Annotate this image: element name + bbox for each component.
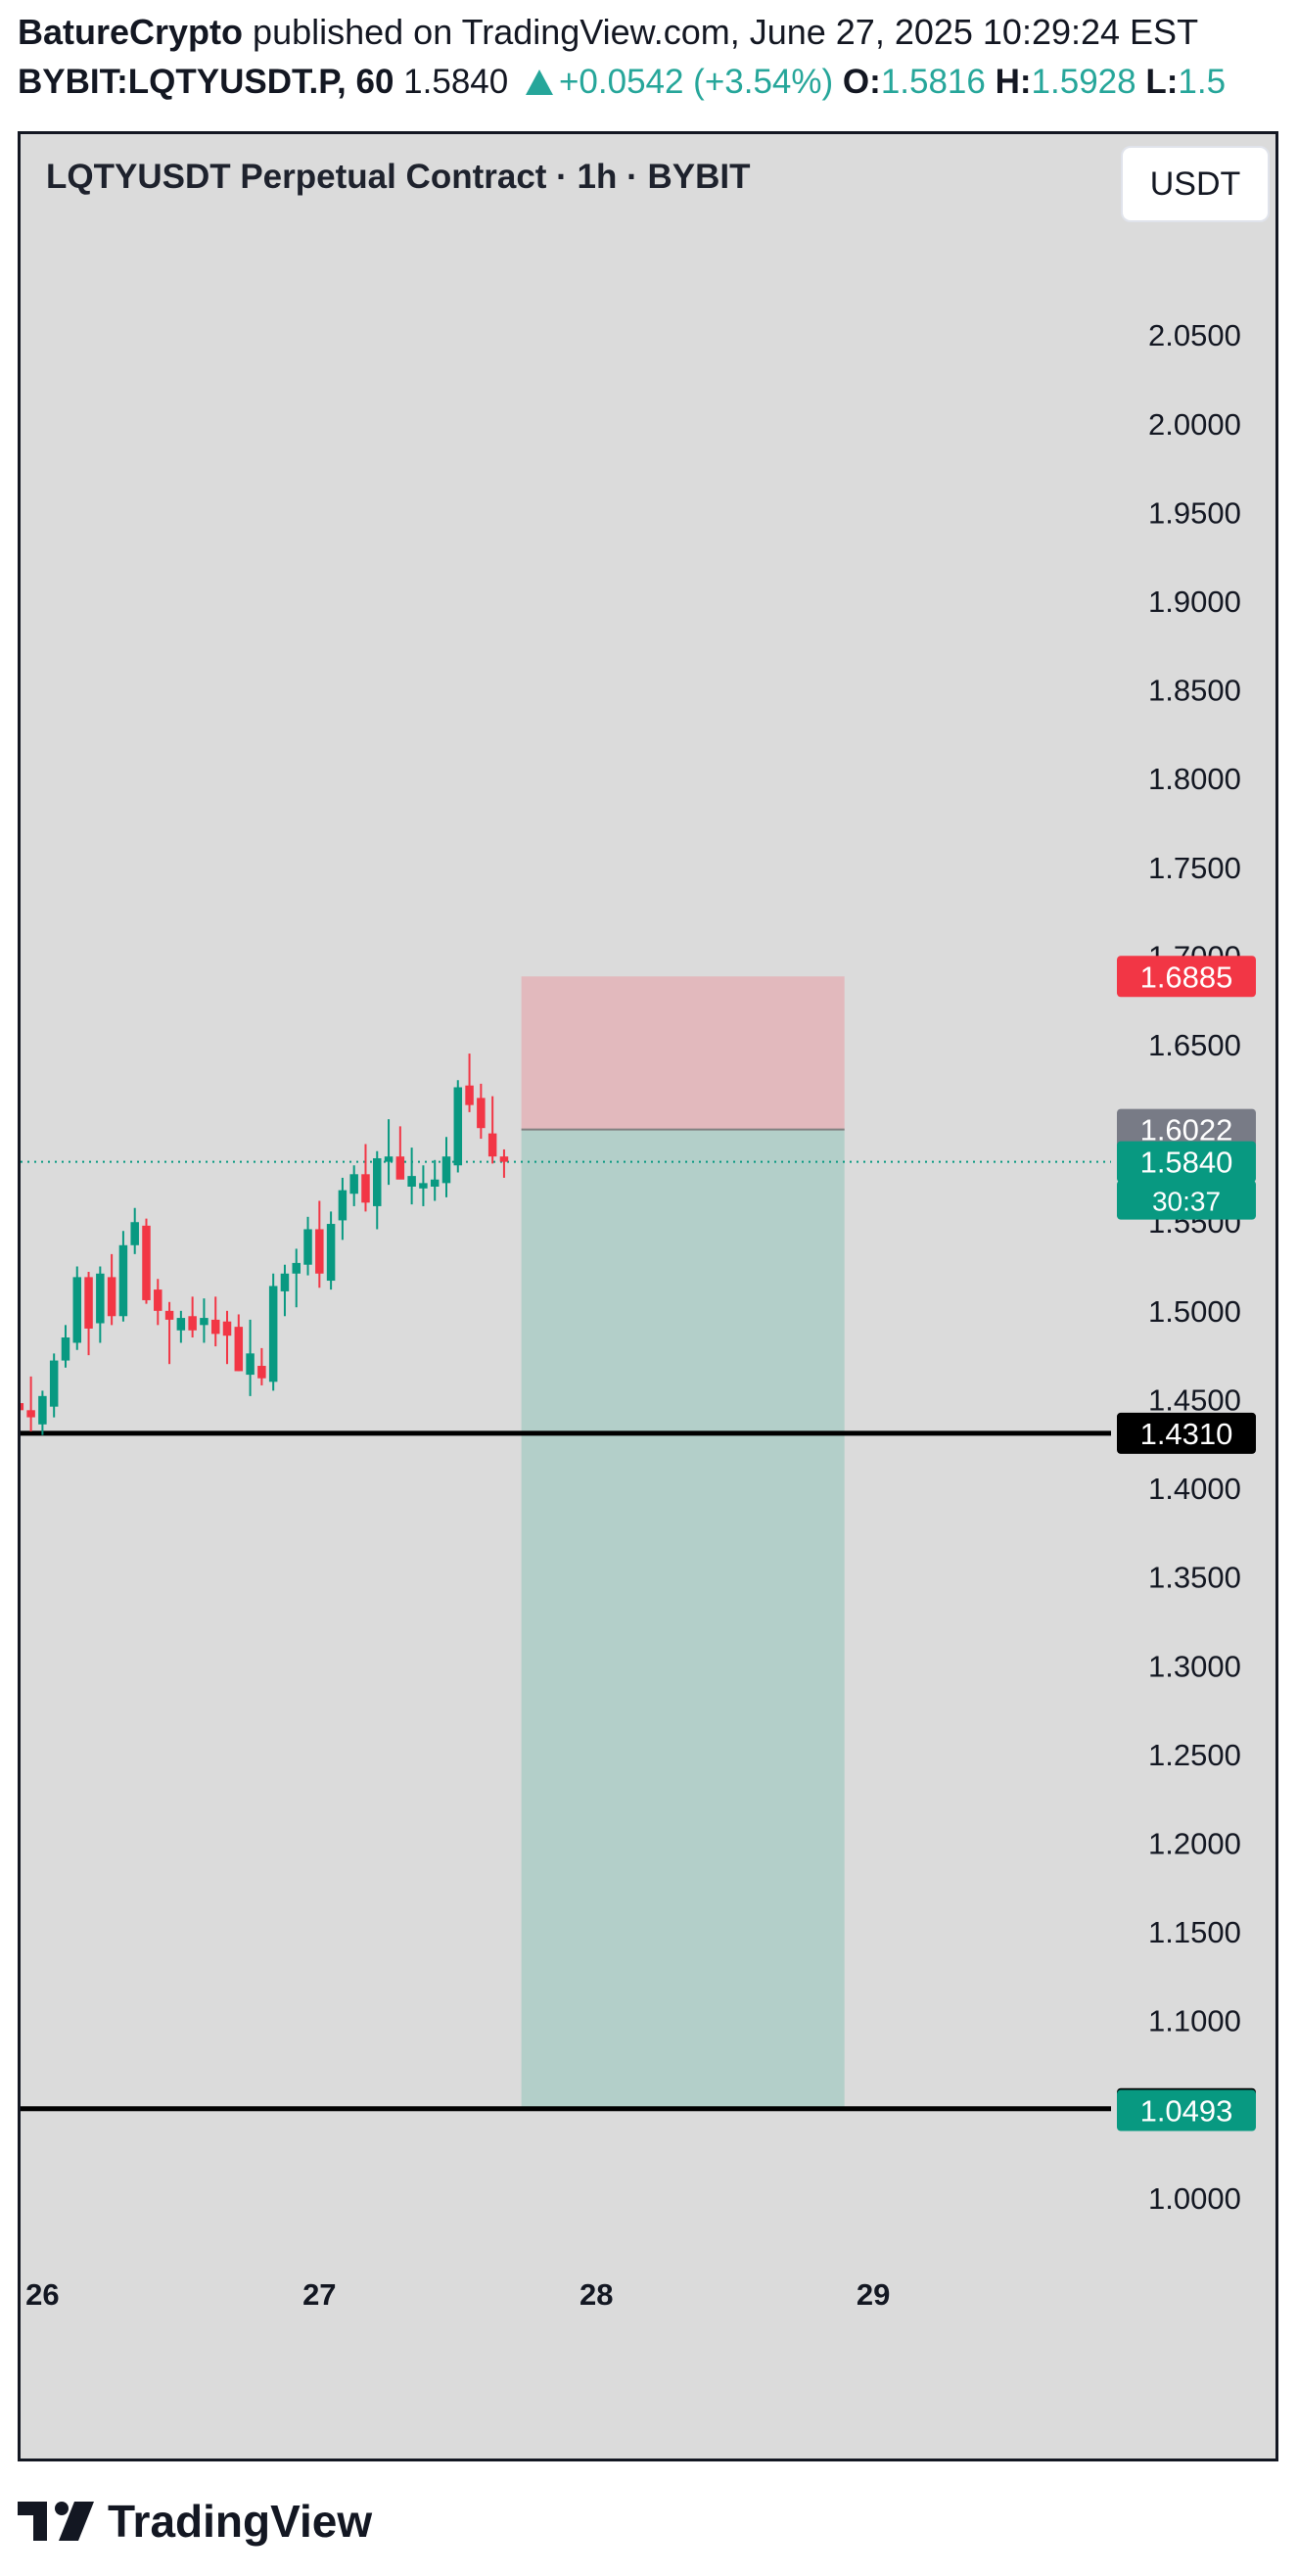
y-tick-label: 1.7500 xyxy=(1148,851,1241,885)
candle-body[interactable] xyxy=(176,1318,186,1331)
candle-body[interactable] xyxy=(280,1273,290,1291)
candle-body[interactable] xyxy=(338,1190,348,1221)
candle-body[interactable] xyxy=(130,1222,139,1245)
candle-body[interactable] xyxy=(303,1229,312,1265)
y-tick-label: 1.8000 xyxy=(1148,762,1241,796)
y-tick-label: 1.3000 xyxy=(1148,1649,1241,1683)
symbol-name: BYBIT:LQTYUSDT.P, 60 xyxy=(18,63,394,101)
candle-body[interactable] xyxy=(38,1395,47,1425)
price-label-box xyxy=(1117,956,1256,998)
y-tick-label: 1.4500 xyxy=(1148,1382,1241,1417)
candle-body[interactable] xyxy=(292,1262,301,1274)
stop-loss-zone[interactable] xyxy=(521,976,845,1130)
candle-body[interactable] xyxy=(268,1286,278,1382)
price-label-box xyxy=(1117,1412,1256,1454)
candle-body[interactable] xyxy=(499,1156,509,1162)
x-tick-label: 26 xyxy=(25,2277,59,2312)
low-label: L: xyxy=(1145,63,1179,101)
low-value: 1.5 xyxy=(1178,63,1227,101)
candle-body[interactable] xyxy=(326,1224,336,1282)
countdown-box xyxy=(1117,1180,1256,1220)
candle-body[interactable] xyxy=(407,1176,416,1187)
open-label: O: xyxy=(842,63,881,101)
candle-body[interactable] xyxy=(395,1156,405,1180)
y-tick-label: 1.8500 xyxy=(1148,674,1241,708)
candle-body[interactable] xyxy=(384,1156,394,1162)
y-tick-label: 1.1500 xyxy=(1148,1915,1241,1949)
published-text: published on TradingView.com, June 27, 2… xyxy=(253,12,1199,52)
x-tick-label: 29 xyxy=(857,2277,890,2312)
candle-body[interactable] xyxy=(453,1087,463,1166)
y-tick-label: 1.0000 xyxy=(1148,2181,1241,2216)
chart-panel[interactable]: 2.0500 2.0000 1.9500 1.9000 1.8500 1.8000 1.75… xyxy=(18,131,1278,2461)
candle-body[interactable] xyxy=(487,1133,497,1157)
candle-body[interactable] xyxy=(188,1316,197,1331)
candle-body[interactable] xyxy=(84,1277,93,1329)
candle-body[interactable] xyxy=(430,1179,440,1187)
candle-body[interactable] xyxy=(154,1289,162,1311)
y-tick-label: 1.2500 xyxy=(1148,1738,1241,1772)
last-price: 1.5840 xyxy=(403,63,509,101)
candle-body[interactable] xyxy=(200,1318,209,1326)
y-tick-label: 1.2000 xyxy=(1148,1826,1241,1860)
open-value: 1.5816 xyxy=(880,63,986,101)
high-label: H: xyxy=(995,63,1032,101)
candle-body[interactable] xyxy=(234,1327,244,1372)
candle-body[interactable] xyxy=(315,1229,324,1274)
candle-body[interactable] xyxy=(477,1098,486,1129)
candle-body[interactable] xyxy=(441,1156,451,1184)
footer-brand[interactable]: TradingView xyxy=(18,2495,372,2548)
candle-body[interactable] xyxy=(61,1337,70,1361)
take-profit-zone[interactable] xyxy=(521,1129,845,2111)
candle-body[interactable] xyxy=(222,1321,232,1336)
candle-body[interactable] xyxy=(419,1183,428,1189)
candle-body[interactable] xyxy=(164,1310,174,1320)
x-tick-label: 27 xyxy=(302,2277,336,2312)
price-label-box xyxy=(1117,1141,1256,1183)
countdown-label: 30:37 xyxy=(1152,1187,1221,1217)
candle-body[interactable] xyxy=(21,1403,24,1411)
y-tick-label: 1.5000 xyxy=(1148,1294,1241,1329)
candle-body[interactable] xyxy=(246,1353,255,1376)
candle-body[interactable] xyxy=(465,1085,474,1105)
y-tick-label: 1.3500 xyxy=(1148,1561,1241,1595)
y-tick-label: 1.1000 xyxy=(1148,2004,1241,2038)
candle-body[interactable] xyxy=(26,1410,35,1418)
candle-body[interactable] xyxy=(49,1360,59,1407)
author-name[interactable]: BatureCrypto xyxy=(18,12,244,52)
symbol-info: BYBIT:LQTYUSDT.P, 60 1.5840 +0.0542 (+3.… xyxy=(18,63,1226,102)
price-label: 1.4310 xyxy=(1140,1417,1233,1451)
x-tick-label: 28 xyxy=(579,2277,613,2312)
currency-button[interactable]: USDT xyxy=(1121,146,1270,222)
candle-body[interactable] xyxy=(142,1225,151,1300)
brand-name: TradingView xyxy=(108,2496,373,2547)
candle-body[interactable] xyxy=(257,1366,266,1379)
price-label: 1.6885 xyxy=(1140,960,1233,994)
price-label: 1.0493 xyxy=(1140,2094,1233,2129)
y-tick-label: 1.9500 xyxy=(1148,495,1241,530)
candle-body[interactable] xyxy=(96,1273,105,1324)
y-tick-label: 1.9000 xyxy=(1148,585,1241,619)
y-tick-label: 1.4000 xyxy=(1148,1472,1241,1506)
publish-info: BatureCrypto published on TradingView.co… xyxy=(18,12,1198,53)
candle-body[interactable] xyxy=(361,1174,370,1203)
price-change: +0.0542 (+3.54%) xyxy=(558,63,834,101)
candle-body[interactable] xyxy=(349,1174,358,1194)
tradingview-logo-icon xyxy=(18,2502,94,2541)
up-triangle-icon xyxy=(525,70,553,95)
y-tick-label: 2.0000 xyxy=(1148,407,1241,442)
candle-body[interactable] xyxy=(118,1244,128,1317)
price-label: 1.5840 xyxy=(1140,1146,1233,1180)
candle-body[interactable] xyxy=(373,1157,382,1206)
price-label-box xyxy=(1117,2089,1256,2131)
price-chart[interactable]: 2.0500 2.0000 1.9500 1.9000 1.8500 1.8000 1.75… xyxy=(21,134,1275,2459)
candle-body[interactable] xyxy=(107,1277,116,1317)
y-tick-label: 1.6500 xyxy=(1148,1028,1241,1062)
candle-body[interactable] xyxy=(210,1319,220,1335)
high-value: 1.5928 xyxy=(1031,63,1136,101)
price-label-box xyxy=(1117,1108,1256,1150)
candle-body[interactable] xyxy=(72,1277,82,1343)
chart-title: LQTYUSDT Perpetual Contract · 1h · BYBIT xyxy=(46,158,751,196)
y-tick-label: 2.0500 xyxy=(1148,318,1241,352)
